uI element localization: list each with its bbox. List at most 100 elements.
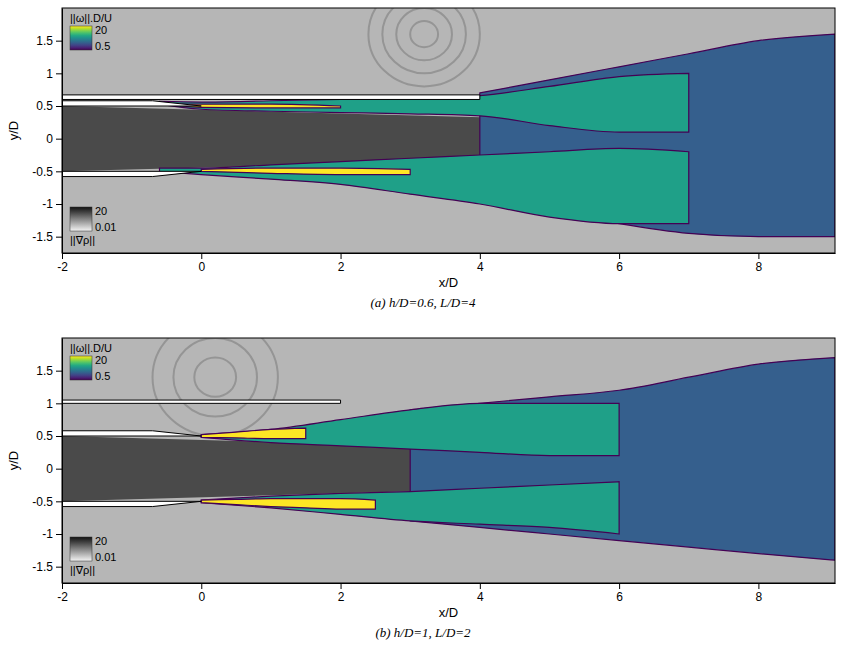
tick-label: 1.5 [36, 34, 53, 48]
tick: 6 [616, 583, 623, 604]
tick-mark [56, 237, 62, 238]
acoustic-wave [396, 8, 452, 60]
colorbar-title: ||∇ρ|| [70, 234, 95, 246]
x-axis: -2 0 2 4 6 8 [57, 583, 835, 604]
tick-mark [56, 106, 62, 107]
tick: 1.5 [36, 364, 62, 378]
colorbar-title: ||∇ρ|| [70, 564, 95, 576]
density-region [62, 8, 835, 253]
tick-label: -1 [42, 527, 53, 541]
tick-mark [56, 403, 62, 404]
tick-mark [56, 501, 62, 502]
tick: 1 [46, 397, 62, 411]
tick-label: 2 [338, 590, 345, 604]
tick-label: 2 [338, 260, 345, 274]
vorticity-region [201, 403, 619, 455]
colorbar-bar [70, 537, 92, 561]
caption: (a) h/D=0.6, L/D=4 [371, 295, 476, 310]
tick-mark [201, 253, 202, 259]
panel: -202468-1.5-1-0.500.511.5x/Dy/D(b) h/D=1… [6, 318, 836, 640]
colorbar-title: ||ω||.D/U [70, 342, 112, 354]
colorbar-tick-label: 20 [95, 24, 107, 36]
tick-mark [56, 469, 62, 470]
tick: -1.5 [32, 230, 62, 244]
caption: (b) h/D=1, L/D=2 [375, 625, 471, 640]
tick-label: 1 [46, 67, 53, 81]
tick-mark [56, 41, 62, 42]
colorbar-bar [70, 356, 92, 380]
tick-mark [62, 583, 63, 589]
tick-mark [758, 253, 759, 259]
vorticity-region [159, 73, 688, 132]
tick-label: -2 [57, 260, 68, 274]
tick-mark [56, 436, 62, 437]
acoustic-wave [173, 338, 257, 416]
tick: 2 [338, 253, 345, 274]
colorbar-tick-label: 0.5 [95, 370, 110, 382]
plot-area [62, 338, 835, 583]
axis-title: y/D [6, 451, 21, 471]
colorbar-bar [70, 207, 92, 231]
tick-mark [56, 567, 62, 568]
tick-mark [56, 139, 62, 140]
vorticity-region [410, 358, 835, 561]
wall [62, 431, 201, 436]
vorticity-region [201, 482, 619, 534]
vorticity-region [201, 168, 410, 175]
tick-label: 0.5 [36, 429, 53, 443]
tick-label: -1 [42, 197, 53, 211]
tick-mark [341, 253, 342, 259]
tick: -2 [57, 583, 68, 604]
tick: 0 [46, 462, 62, 476]
colorbar-tick-label: 20 [95, 535, 107, 547]
plot-area [62, 8, 835, 253]
axis-title: y/D [6, 121, 21, 141]
tick: 1 [46, 67, 62, 81]
acoustic-wave [410, 21, 438, 47]
tick-label: 8 [756, 590, 763, 604]
tick-label: -0.5 [32, 165, 53, 179]
tick: 8 [756, 253, 763, 274]
axis-title: x/D [439, 605, 459, 620]
tick: 0 [46, 132, 62, 146]
colorbar: 0.0120||∇ρ|| [70, 535, 116, 576]
tick-label: -2 [57, 590, 68, 604]
colorbar-tick-label: 0.01 [95, 221, 116, 233]
y-axis: -1.5-1-0.500.511.5 [32, 339, 62, 584]
wall [62, 101, 201, 106]
axis-line [63, 583, 836, 584]
tick-mark [56, 534, 62, 535]
acoustic-wave [368, 8, 479, 86]
axis-line [63, 253, 836, 254]
tick: 6 [616, 253, 623, 274]
vorticity-region [159, 148, 688, 223]
tick-mark [341, 583, 342, 589]
tick-label: 0.5 [36, 99, 53, 113]
x-axis: -202468 [57, 253, 835, 274]
axis-title: x/D [439, 275, 459, 290]
tick: -2 [57, 253, 68, 274]
vorticity-region [180, 104, 340, 108]
colorbar-title: ||ω||.D/U [70, 12, 112, 24]
tick: 2 [338, 583, 345, 604]
tick: 0 [198, 583, 205, 604]
tick-mark [56, 204, 62, 205]
tick-mark [758, 583, 759, 589]
tick-label: -1.5 [32, 230, 53, 244]
tick: -1 [42, 527, 62, 541]
tick-label: 1.5 [36, 364, 53, 378]
tick-label: 4 [477, 590, 484, 604]
tick-mark [201, 583, 202, 589]
tick-label: 4 [477, 260, 484, 274]
wall [62, 501, 201, 506]
colorbar-tick-label: 20 [95, 354, 107, 366]
tick: 4 [477, 253, 484, 274]
colorbar: 0.5 20||ω||.D/U [70, 342, 112, 382]
tick-mark [480, 583, 481, 589]
wall [62, 171, 201, 176]
plot-frame [62, 8, 835, 253]
tick: 4 [477, 583, 484, 604]
tick: 0.5 [36, 429, 62, 443]
tick-mark [619, 583, 620, 589]
tick-mark [56, 73, 62, 74]
